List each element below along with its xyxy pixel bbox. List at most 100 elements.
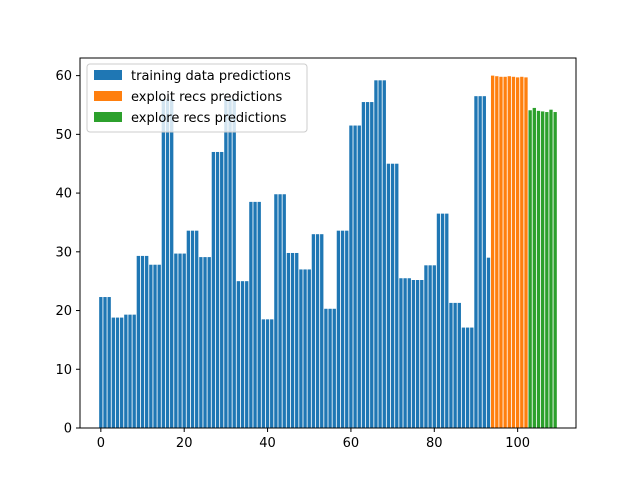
bar-s0-20 (182, 253, 186, 428)
bar-s0-11 (145, 255, 149, 428)
bar-s0-43 (278, 194, 282, 428)
bar-s1-0 (490, 75, 495, 429)
bar-s0-36 (249, 201, 253, 428)
bar-s0-4 (115, 317, 120, 428)
bar-s0-42 (274, 194, 278, 428)
x-tick-label-0: 0 (97, 436, 105, 451)
bar-s0-17 (170, 99, 174, 429)
bar-s0-7 (128, 314, 132, 428)
bar-s0-55 (328, 308, 332, 428)
bar-s0-84 (449, 302, 453, 428)
x-axis: 0 20 40 60 80 100 (97, 428, 530, 451)
bar-s2-1 (532, 107, 536, 429)
bar-s0-46 (290, 252, 295, 428)
legend-swatch-1 (94, 91, 122, 101)
bar-s0-73 (403, 278, 407, 428)
bar-s0-51 (311, 234, 316, 428)
bar-s2-3 (540, 111, 545, 428)
bar-s0-50 (307, 269, 311, 428)
bar-s0-31 (228, 99, 232, 429)
bar-s1-7 (520, 76, 524, 428)
bar-s0-32 (232, 99, 236, 429)
bar-s0-13 (153, 264, 157, 428)
bar-s0-72 (399, 278, 403, 428)
bar-s0-76 (415, 280, 420, 428)
bar-s0-47 (295, 252, 299, 428)
bar-s0-2 (107, 297, 111, 428)
bar-s0-53 (320, 234, 324, 428)
legend: training data predictions exploit recs pr… (86, 63, 308, 133)
bar-s0-0 (99, 297, 103, 428)
y-tick-label-0: 0 (64, 422, 72, 437)
bar-s0-3 (111, 317, 116, 428)
bar-s0-63 (361, 102, 366, 429)
bar-s0-78 (424, 265, 428, 428)
bar-s0-15 (161, 99, 166, 429)
y-tick-label-2: 20 (55, 304, 72, 319)
bar-s2-4 (545, 112, 549, 428)
bar-s0-80 (432, 265, 436, 428)
bar-s0-27 (211, 151, 216, 428)
x-tick-label-4: 80 (426, 436, 443, 451)
legend-label-1: exploit recs predictions (131, 90, 282, 105)
bar-s0-62 (357, 125, 361, 428)
bar-s2-6 (553, 112, 557, 428)
bar-s2-2 (536, 110, 541, 429)
bar-s0-34 (240, 281, 245, 428)
legend-swatch-0 (94, 70, 122, 80)
bar-s0-14 (157, 264, 161, 428)
bar-s0-82 (440, 213, 445, 428)
y-tick-label-6: 60 (55, 69, 72, 84)
bar-s0-18 (174, 253, 178, 428)
bar-s0-10 (140, 255, 145, 428)
bar-s0-70 (390, 163, 395, 428)
bar-s2-0 (528, 110, 532, 429)
bar-s0-8 (132, 314, 136, 428)
bar-s0-74 (407, 278, 411, 428)
legend-label-0: training data predictions (131, 69, 291, 84)
bar-s0-79 (428, 265, 432, 428)
bar-s0-6 (124, 314, 128, 428)
bar-s0-41 (270, 319, 274, 428)
bar-s0-90 (474, 96, 478, 429)
bar-s0-44 (282, 194, 286, 428)
legend-box (86, 63, 308, 133)
bar-s0-30 (224, 99, 228, 429)
bar-s0-40 (265, 319, 270, 428)
bar-s2-5 (549, 109, 553, 429)
legend-swatch-2 (94, 112, 122, 122)
bar-s0-5 (120, 317, 124, 428)
bar-s0-56 (332, 308, 336, 428)
bar-s1-3 (503, 76, 507, 428)
plot-frame (79, 57, 577, 429)
bar-s0-49 (303, 269, 307, 428)
y-axis: 0 10 20 30 40 50 60 (55, 69, 80, 437)
bar-s0-26 (207, 257, 211, 428)
y-tick-label-4: 40 (55, 187, 72, 202)
bar-s0-61 (353, 125, 357, 428)
bar-s1-5 (511, 76, 516, 428)
bar-s0-67 (378, 80, 382, 428)
bar-s1-8 (524, 77, 528, 428)
bar-s1-6 (515, 77, 520, 428)
bar-s0-38 (257, 201, 261, 428)
bars-layer (99, 75, 557, 429)
bar-s0-66 (374, 80, 378, 428)
bar-s0-12 (149, 264, 153, 428)
bar-s0-52 (315, 234, 320, 428)
bar-s0-16 (165, 99, 170, 429)
bar-s0-64 (365, 102, 370, 429)
bar-s0-25 (203, 257, 207, 428)
x-tick-label-3: 60 (343, 436, 360, 451)
bar-s0-89 (470, 327, 474, 428)
bar-s0-88 (465, 327, 470, 428)
bar-s0-29 (220, 151, 224, 428)
bar-s0-58 (340, 230, 345, 428)
x-tick-label-5: 100 (505, 436, 530, 451)
bar-s0-9 (136, 255, 141, 428)
x-tick-label-1: 20 (176, 436, 193, 451)
bar-s0-28 (215, 151, 220, 428)
bar-s0-91 (478, 96, 482, 429)
bar-s0-21 (186, 230, 191, 428)
bar-s0-81 (436, 213, 441, 428)
